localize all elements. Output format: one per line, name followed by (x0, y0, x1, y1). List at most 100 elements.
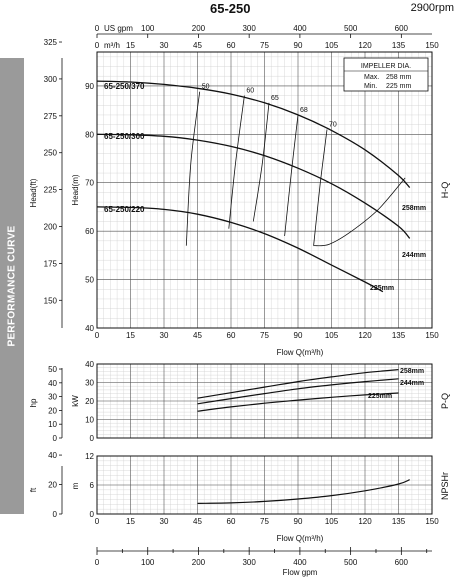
plot-frame (96, 363, 433, 439)
efficiency-line (185, 91, 201, 246)
y-tick-label: 10 (85, 416, 94, 425)
top-gpm-tick-label: 400 (293, 24, 307, 33)
y-axis-title: Head(m) (71, 174, 80, 205)
npsh-right-axis-title: NPSHr (440, 472, 450, 500)
secondary-tick-label: 20 (48, 481, 57, 490)
efficiency-line (252, 102, 270, 222)
top-m3h-tick-label: 45 (193, 41, 202, 50)
pq-series-label: 225mm (368, 393, 392, 400)
top-m3h-tick-label: 0 (95, 41, 100, 50)
hq-curve (96, 206, 384, 293)
legend-row-value: 225 mm (386, 83, 411, 90)
top-gpm-tick-label: 100 (141, 24, 155, 33)
secondary-tick-label: 175 (44, 259, 58, 268)
top-gpm-tick-label: 300 (242, 24, 256, 33)
bottom-gpm-tick-label: 0 (95, 558, 100, 567)
efficiency-line (284, 114, 299, 237)
pq-series-label: 258mm (400, 368, 424, 375)
x-tick-label: 45 (193, 331, 202, 340)
npsh-x-axis-title: Flow Q(m³/h) (277, 534, 324, 543)
x-tick-label: 105 (325, 517, 339, 526)
top-m3h-tick-label: 30 (160, 41, 169, 50)
legend-box (343, 57, 429, 92)
efficiency-label: 60 (246, 88, 254, 95)
secondary-tick-label: 40 (48, 451, 57, 460)
top-gpm-tick-label: 600 (395, 24, 409, 33)
x-tick-label: 135 (392, 517, 406, 526)
x-tick-label: 15 (126, 331, 135, 340)
bottom-gpm-tick-label: 500 (344, 558, 358, 567)
hq-series-label: 65-250/220 (104, 205, 145, 214)
efficiency-line (228, 95, 245, 229)
efficiency-label: 50 (202, 84, 210, 91)
secondary-tick-label: 40 (48, 379, 57, 388)
x-tick-label: 75 (260, 517, 269, 526)
y-tick-label: 12 (85, 452, 94, 461)
secondary-tick-label: 250 (44, 149, 58, 158)
top-m3h-tick-label: 90 (294, 41, 303, 50)
pq-series-label: 244mm (400, 380, 424, 387)
x-tick-label: 150 (425, 331, 439, 340)
model-title: 65-250 (210, 1, 251, 16)
plot-frame (96, 51, 433, 329)
x-tick-label: 0 (95, 331, 100, 340)
top-m3h-tick-label: 120 (358, 41, 372, 50)
x-tick-label: 90 (294, 517, 303, 526)
hq-end-label: 225mm (370, 285, 394, 292)
y-tick-label: 30 (85, 379, 94, 388)
secondary-tick-label: 200 (44, 223, 58, 232)
y-tick-label: 70 (85, 179, 94, 188)
secondary-axis-title: Head(ft) (29, 178, 38, 207)
bep-curve (313, 177, 406, 247)
y-tick-label: 6 (90, 481, 95, 490)
legend-row-key: Min. (364, 83, 377, 90)
bottom-gpm-tick-label: 200 (192, 558, 206, 567)
bottom-gpm-tick-label: 300 (242, 558, 256, 567)
secondary-tick-label: 10 (48, 420, 57, 429)
x-tick-label: 15 (126, 517, 135, 526)
top-m3h-tick-label: 105 (325, 41, 339, 50)
legend-row-key: Max. (364, 74, 379, 81)
hq-series-label: 65-250/300 (104, 132, 145, 141)
hq-curve (96, 133, 411, 239)
x-tick-label: 45 (193, 517, 202, 526)
legend-row-value: 258 mm (386, 74, 411, 81)
efficiency-label: 65 (271, 95, 279, 102)
pq-right-axis-title: P-Q (440, 393, 450, 409)
bottom-gpm-tick-label: 600 (395, 558, 409, 567)
speed-label: 2900rpm (410, 2, 454, 14)
top-m3h-tick-label: 135 (392, 41, 406, 50)
hq-end-label: 258mm (402, 205, 426, 212)
plot-frame (96, 455, 433, 515)
secondary-tick-label: 50 (48, 365, 57, 374)
hq-curve (96, 80, 411, 189)
y-tick-label: 0 (90, 510, 95, 519)
x-tick-label: 60 (227, 331, 236, 340)
y-tick-label: 0 (90, 434, 95, 443)
secondary-tick-label: 275 (44, 112, 58, 121)
pq-curve (197, 369, 399, 399)
top-m3h-tick-label: 150 (425, 41, 439, 50)
npsh-curve (197, 479, 410, 504)
pq-curve (197, 378, 399, 405)
y-tick-label: 50 (85, 276, 94, 285)
secondary-tick-label: 0 (53, 434, 58, 443)
secondary-axis-title: ft (29, 487, 38, 492)
top-m3h-axis-title: m³/h (104, 41, 120, 50)
y-tick-label: 90 (85, 82, 94, 91)
bottom-gpm-axis-title: Flow gpm (283, 568, 318, 577)
secondary-tick-label: 0 (53, 510, 58, 519)
y-tick-label: 80 (85, 130, 94, 139)
y-tick-label: 60 (85, 227, 94, 236)
top-gpm-tick-label: 200 (192, 24, 206, 33)
x-tick-label: 0 (95, 517, 100, 526)
pq-curve (197, 392, 399, 412)
efficiency-label: 70 (329, 121, 337, 128)
secondary-tick-label: 150 (44, 296, 58, 305)
secondary-axis-title: hp (29, 398, 38, 407)
pq-y-axis-title: kW (71, 395, 80, 407)
right-axis-title: H-Q (440, 182, 450, 199)
top-m3h-tick-label: 15 (126, 41, 135, 50)
x-tick-label: 105 (325, 331, 339, 340)
